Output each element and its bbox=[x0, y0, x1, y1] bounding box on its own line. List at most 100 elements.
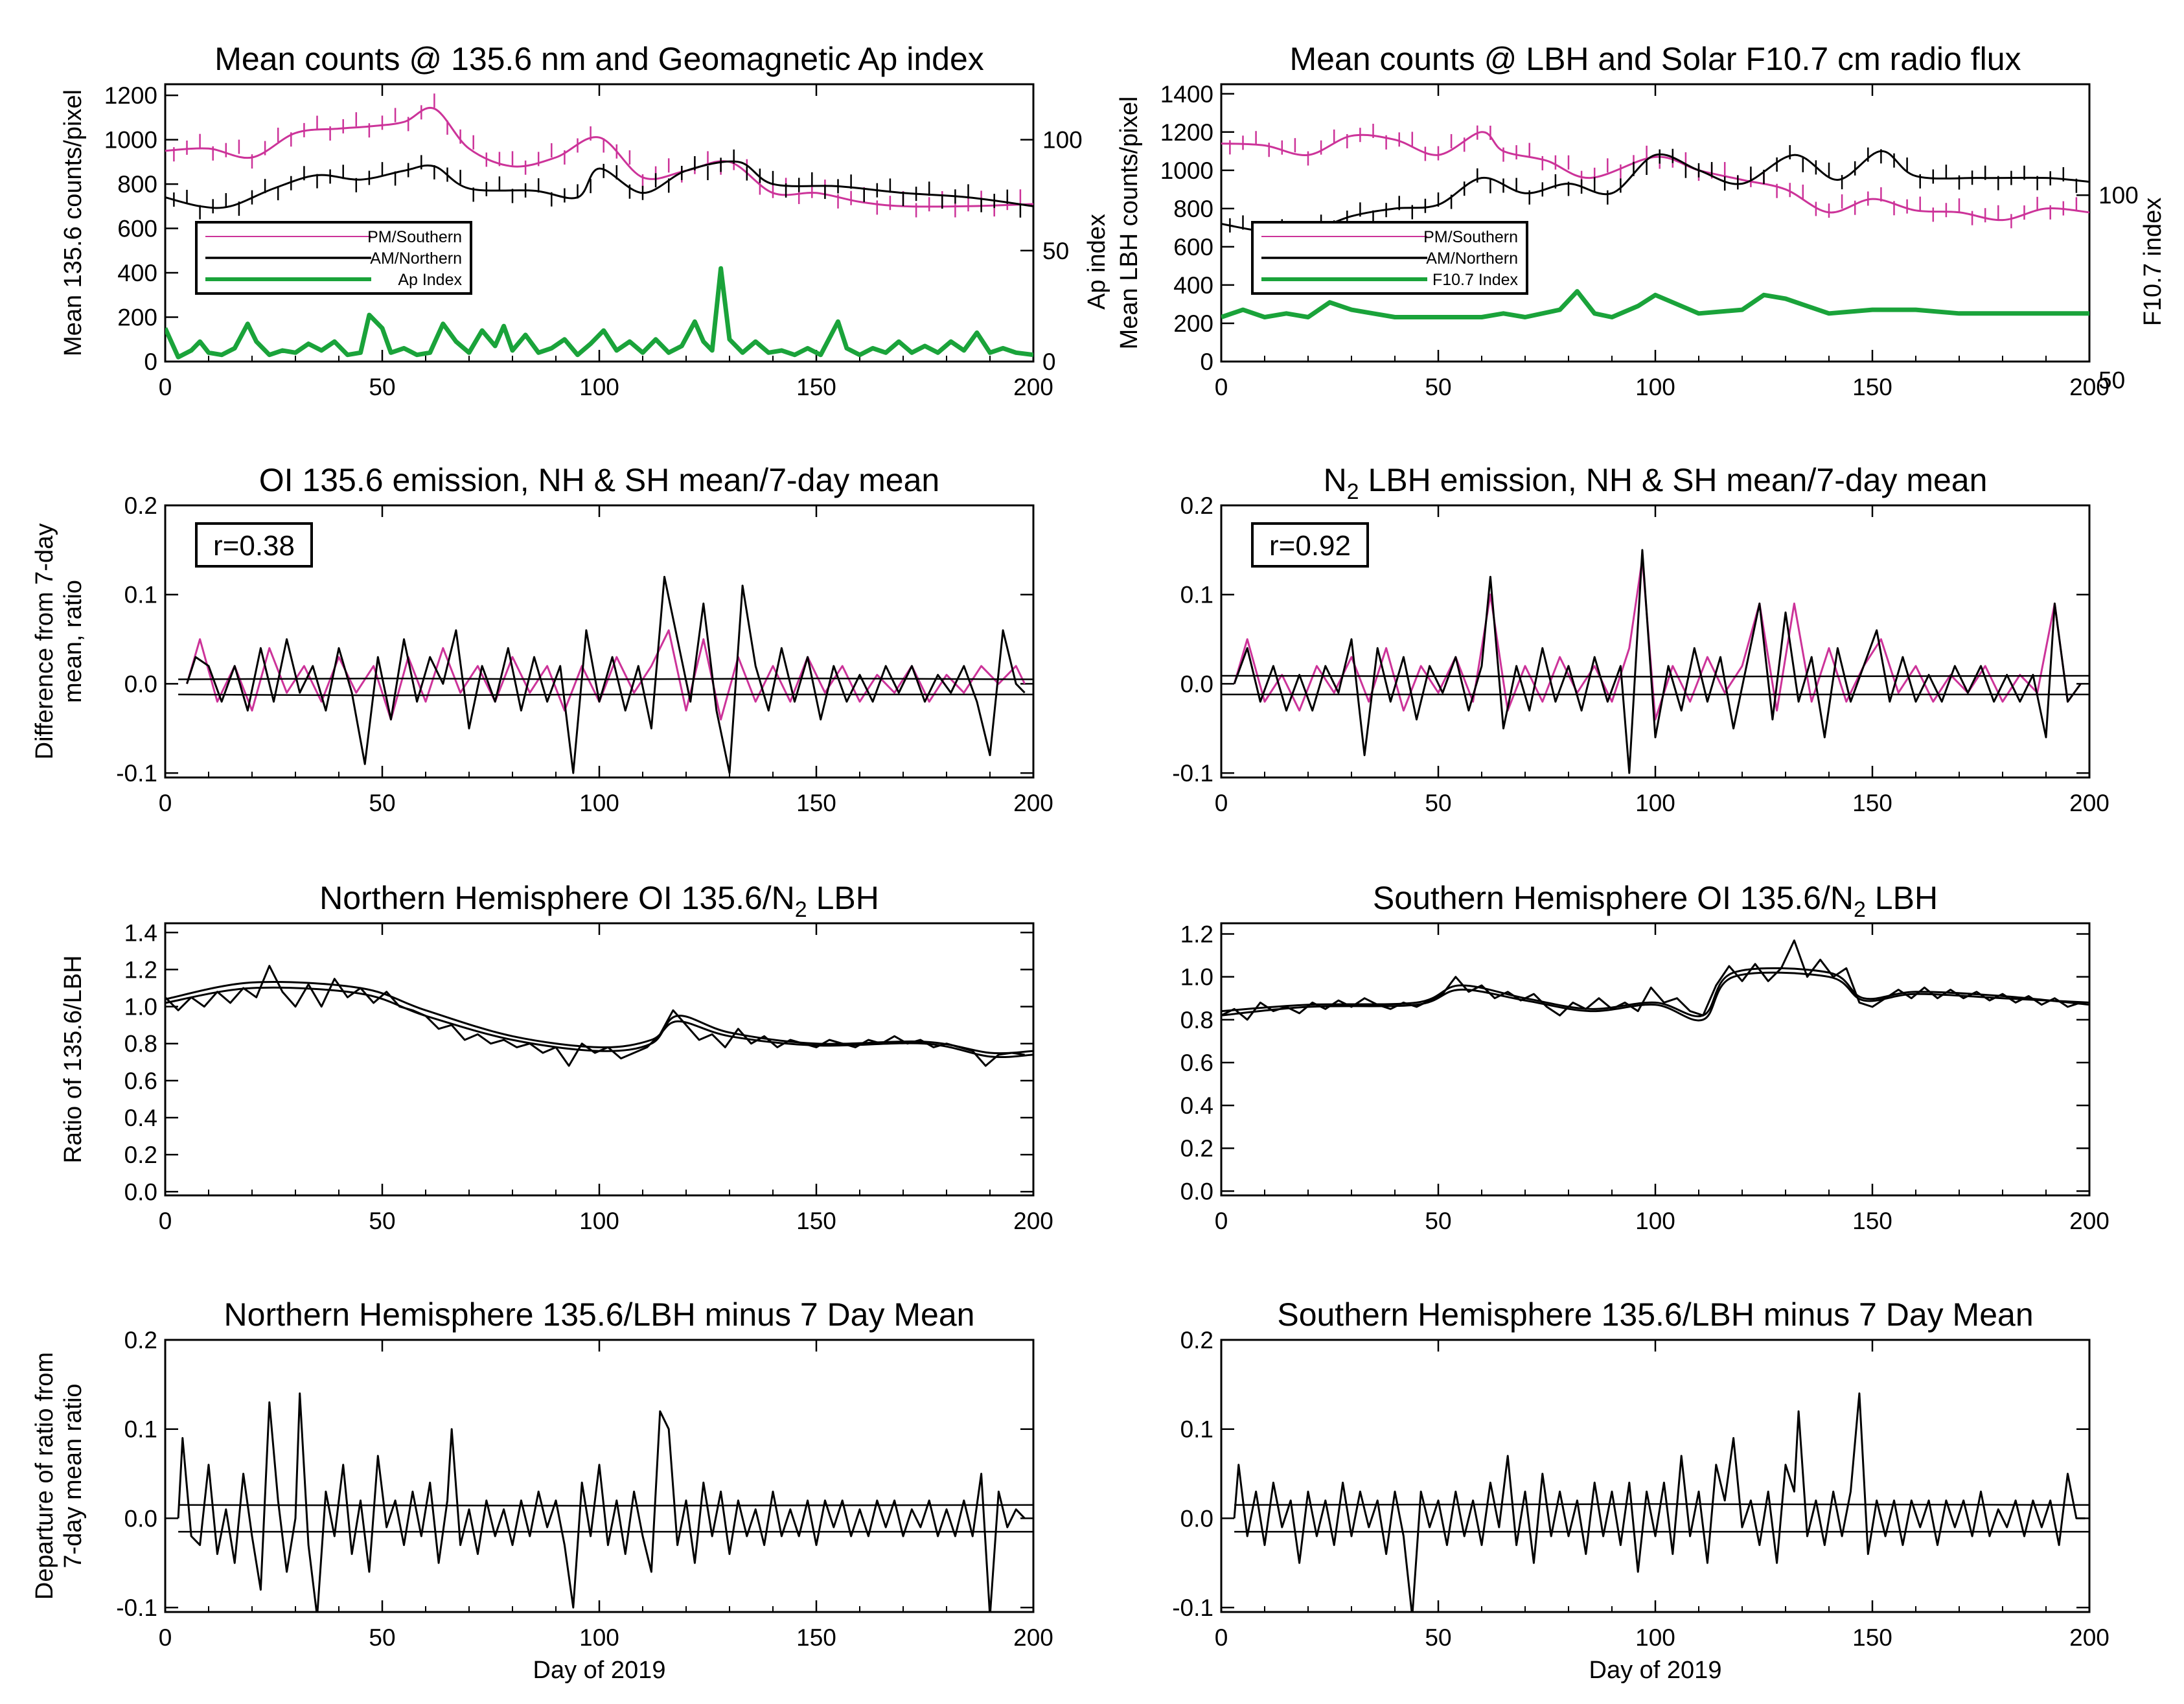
chart-title: Mean counts @ LBH and Solar F10.7 cm rad… bbox=[1289, 41, 2021, 77]
series-group bbox=[1221, 939, 2089, 1022]
title-part: N bbox=[1324, 462, 1347, 498]
y-axis-label: Departure of ratio from bbox=[31, 1352, 58, 1600]
x-tick-label: 200 bbox=[1013, 1624, 1053, 1651]
x-tick-label: 200 bbox=[1013, 374, 1053, 400]
y-tick-label: -0.1 bbox=[116, 1595, 157, 1621]
legend: PM/Southern AM/Northern Ap Index bbox=[195, 221, 472, 295]
x-tick-label: 0 bbox=[1215, 1624, 1228, 1651]
y2-tick-label: 50 bbox=[1042, 238, 1069, 264]
y-tick-label: 1400 bbox=[1160, 81, 1213, 108]
x-tick-label: 0 bbox=[1215, 1208, 1228, 1234]
series-line-daily bbox=[1221, 939, 2082, 1021]
x-tick-label: 100 bbox=[1635, 1208, 1675, 1234]
x-tick-label: 150 bbox=[1852, 1208, 1892, 1234]
y-tick-label: 0.0 bbox=[124, 1179, 157, 1205]
y-tick-label: 0.1 bbox=[124, 1416, 157, 1443]
y-tick-label: 1000 bbox=[1160, 157, 1213, 184]
series-line-daily bbox=[1233, 1392, 2086, 1612]
y-tick-label: 200 bbox=[117, 305, 157, 331]
y-tick-label: 0.4 bbox=[1180, 1092, 1213, 1119]
y-tick-label: 400 bbox=[117, 260, 157, 286]
series-line-daily bbox=[177, 1392, 1026, 1612]
y-tick-label: 600 bbox=[117, 216, 157, 242]
y2-tick-label: 100 bbox=[1042, 127, 1083, 154]
title-part: Southern Hemisphere OI 135.6/N bbox=[1373, 880, 1854, 916]
series-line-ap-index bbox=[165, 266, 1033, 360]
y-tick-label: 600 bbox=[1173, 234, 1213, 260]
y-tick-label: 1000 bbox=[104, 127, 157, 154]
x-tick-label: 100 bbox=[579, 790, 619, 816]
x-tick-label: 0 bbox=[159, 1208, 172, 1234]
series-line-am-northern bbox=[1233, 549, 2082, 774]
legend: PM/Southern AM/Northern F10.7 Index bbox=[1251, 221, 1528, 295]
series-line-mean-a bbox=[165, 986, 1033, 1055]
series-line-pm-southern bbox=[165, 106, 1033, 208]
plot-frame bbox=[164, 1339, 1035, 1613]
y-tick-label: 800 bbox=[117, 171, 157, 198]
x-tick-label: 0 bbox=[1215, 374, 1228, 400]
x-tick-label: 100 bbox=[579, 374, 619, 400]
series-line-pm-southern bbox=[186, 629, 1026, 720]
y-tick-label: 0.2 bbox=[124, 492, 157, 519]
y-axis-label: Mean LBH counts/pixel bbox=[1116, 97, 1143, 350]
correlation-label: r=0.38 bbox=[213, 530, 295, 562]
x-tick-label: 0 bbox=[1215, 790, 1228, 816]
chart-panel-p4: N2 LBH emission, NH & SH mean/7-day mean… bbox=[1172, 462, 2109, 816]
y-tick-label: 1.2 bbox=[1180, 921, 1213, 948]
series-group bbox=[1221, 549, 2089, 774]
plot-frame bbox=[1220, 922, 2091, 1197]
y-tick-label: -0.1 bbox=[116, 760, 157, 787]
correlation-box bbox=[1251, 522, 1369, 568]
y2-axis-label: F10.7 index bbox=[2139, 198, 2167, 327]
y-tick-label: 0 bbox=[1200, 349, 1213, 375]
chart-panel-p5: Northern Hemisphere OI 135.6/N2 LBH 0 50 10… bbox=[60, 880, 1053, 1234]
y-tick-label: 0.1 bbox=[124, 582, 157, 608]
y-tick-label: 0.2 bbox=[1180, 492, 1213, 519]
y-tick-label: 1.4 bbox=[124, 919, 157, 946]
legend-label: F10.7 Index bbox=[1432, 271, 1519, 289]
chart-title: Northern Hemisphere 135.6/LBH minus 7 Da… bbox=[224, 1296, 975, 1333]
y-tick-label: 0.6 bbox=[124, 1068, 157, 1094]
x-tick-label: 150 bbox=[796, 1624, 836, 1651]
legend-label: PM/Southern bbox=[367, 228, 462, 246]
y-tick-label: 0.1 bbox=[1180, 582, 1213, 608]
x-tick-label: 100 bbox=[579, 1624, 619, 1651]
title-subscript: 2 bbox=[795, 897, 807, 922]
x-tick-label: 0 bbox=[159, 374, 172, 400]
y-tick-label: 0.8 bbox=[124, 1031, 157, 1057]
x-tick-label: 150 bbox=[796, 374, 836, 400]
y-axis-label: mean, ratio bbox=[60, 580, 87, 703]
x-tick-label: 100 bbox=[1635, 1624, 1675, 1651]
y2-tick-label: 100 bbox=[2098, 182, 2139, 209]
correlation-box bbox=[195, 522, 313, 568]
y-tick-label: -0.1 bbox=[1172, 760, 1213, 787]
chart-panel-p6: Southern Hemisphere OI 135.6/N2 LBH 0 50 10… bbox=[1180, 880, 2109, 1234]
y2-tick-label: 50 bbox=[2098, 367, 2125, 394]
x-axis-label: Day of 2019 bbox=[1589, 1657, 1722, 1684]
series-group bbox=[178, 575, 1033, 774]
series-group bbox=[177, 1392, 1033, 1612]
y-axis-label: Difference from 7-day bbox=[31, 524, 58, 760]
series-line-upper bbox=[178, 677, 1033, 680]
series-line-mean-b bbox=[165, 981, 1033, 1059]
x-tick-label: 150 bbox=[1852, 1624, 1892, 1651]
y-tick-label: 0.0 bbox=[124, 1505, 157, 1532]
chart-title: Northern Hemisphere OI 135.6/N2 LBH bbox=[319, 880, 879, 922]
x-tick-label: 50 bbox=[369, 790, 395, 816]
x-tick-label: 200 bbox=[2069, 374, 2109, 400]
x-tick-label: 50 bbox=[369, 1624, 395, 1651]
series-group bbox=[165, 93, 1033, 360]
x-tick-label: 150 bbox=[796, 790, 836, 816]
chart-panel-p2: Mean counts @ LBH and Solar F10.7 cm rad… bbox=[1116, 41, 2167, 400]
chart-title: Southern Hemisphere OI 135.6/N2 LBH bbox=[1373, 880, 1938, 922]
chart-panel-p8: Southern Hemisphere 135.6/LBH minus 7 Da… bbox=[1172, 1296, 2109, 1684]
x-tick-label: 200 bbox=[2069, 1208, 2109, 1234]
y-tick-label: 0.8 bbox=[1180, 1007, 1213, 1033]
y-tick-label: 1200 bbox=[104, 82, 157, 109]
series-group bbox=[1233, 1392, 2089, 1612]
y-tick-label: 1.2 bbox=[124, 956, 157, 983]
series-group bbox=[1221, 124, 2089, 319]
y-tick-label: 0.0 bbox=[1180, 671, 1213, 697]
legend-label: PM/Southern bbox=[1423, 228, 1518, 246]
series-line-am-northern bbox=[1221, 150, 2089, 235]
